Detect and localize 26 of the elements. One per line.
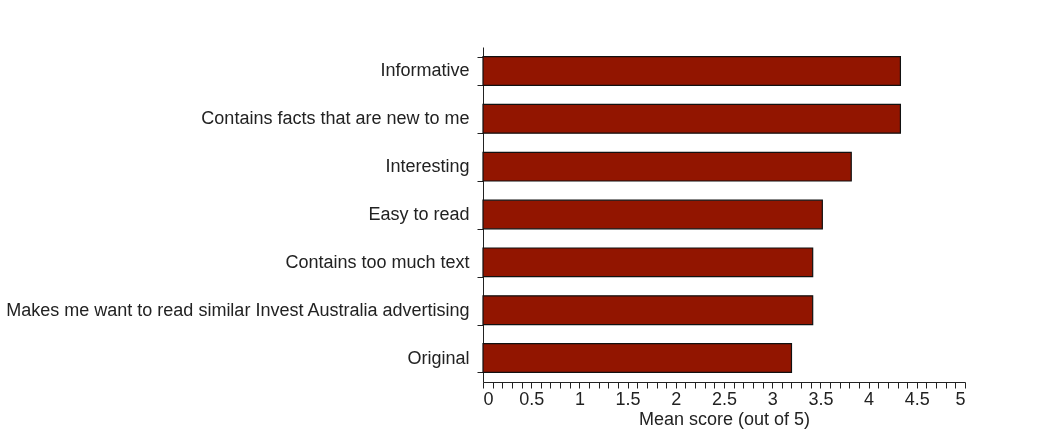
bar	[482, 55, 902, 86]
x-tick-label: 0.5	[519, 388, 545, 409]
x-tick-label: 1	[574, 388, 585, 409]
bar	[482, 199, 823, 230]
x-tick-label: 3	[767, 388, 778, 409]
y-tick-label: Interesting	[385, 156, 470, 177]
y-tick-label: Informative	[380, 60, 470, 81]
y-tick-label: Easy to read	[368, 204, 470, 224]
y-tick-label: Original	[407, 347, 470, 368]
bar	[482, 295, 814, 326]
y-tick-label: Contains too much text	[285, 251, 470, 272]
x-tick-label: 4.5	[904, 388, 930, 409]
bar	[482, 103, 902, 134]
x-tick-label: 2	[671, 388, 682, 409]
y-tick-label: Makes me want to read similar Invest Australia advertising	[6, 299, 470, 320]
x-tick-label: 0	[483, 388, 494, 409]
x-tick-label: 3.5	[808, 388, 834, 409]
x-tick-label: 4	[864, 388, 875, 409]
x-axis-title: Mean score (out of 5)	[638, 408, 811, 429]
bar	[482, 343, 793, 374]
bar	[482, 247, 814, 278]
bar	[482, 151, 852, 182]
x-tick-label: 5	[955, 388, 966, 409]
x-tick-label: 2.5	[711, 388, 738, 409]
x-tick-label: 1.5	[615, 388, 641, 409]
y-tick-label: Contains facts that are new to me	[201, 108, 470, 129]
